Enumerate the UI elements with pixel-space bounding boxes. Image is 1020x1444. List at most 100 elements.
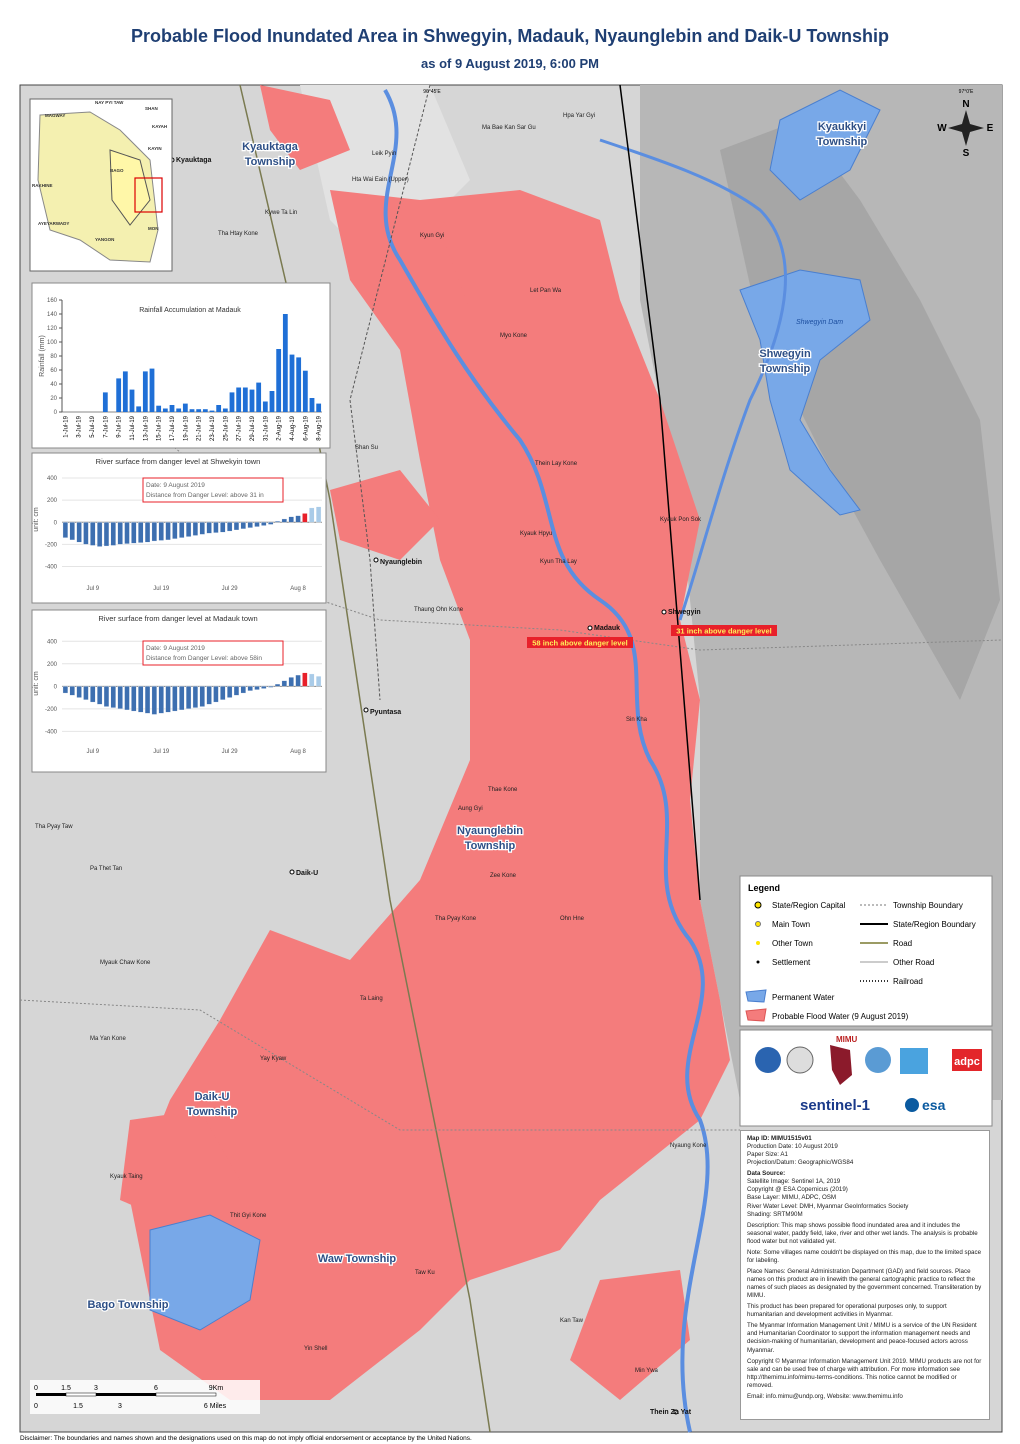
bar [261, 686, 267, 689]
bar [182, 403, 188, 412]
township-boundary [19, 999, 740, 1131]
bar [144, 522, 151, 543]
bar [76, 686, 82, 698]
compass: N W E S [937, 99, 993, 159]
x-tick-label: Jul 19 [153, 586, 170, 592]
x-tick-label: 27-Jul-19 [237, 415, 243, 441]
info-line: Base Layer: MIMU, ADPC, OSM [747, 1194, 837, 1202]
legend-symbol [754, 901, 762, 909]
town-label: Madauk [594, 625, 620, 632]
bar [269, 391, 275, 412]
place-label: Myo Kone [500, 333, 528, 339]
coordinate: 96°45'E [423, 89, 441, 95]
legend-symbol [755, 921, 761, 927]
railroad [349, 84, 431, 701]
bar [189, 409, 195, 412]
bar [103, 686, 110, 707]
y-tick-label: -400 [45, 729, 58, 735]
place-label: Yay Kyaw [260, 1056, 287, 1062]
bar [240, 686, 246, 694]
bar [158, 686, 164, 714]
x-tick-label: 31-Jul-19 [263, 415, 269, 441]
place-label: Kan Taw [560, 1318, 584, 1324]
y-axis-label: unit: cm [33, 671, 40, 696]
town-symbol [673, 1409, 679, 1415]
place-label: Let Pan Wa [530, 288, 562, 294]
bar [249, 389, 255, 412]
inset-label: SHAN [145, 106, 158, 111]
bar [220, 522, 226, 533]
bar [274, 683, 281, 687]
scale-label: 1.5 [61, 1385, 71, 1392]
bar [309, 398, 315, 412]
info-line: Data Source: [747, 1170, 786, 1178]
y-tick-label: 20 [50, 396, 57, 402]
bar [240, 522, 246, 530]
info-line: Production Date: 10 August 2019 [747, 1143, 838, 1151]
inset-label: RAKHINE [32, 183, 53, 188]
legend-title: Legend [748, 883, 780, 893]
chart-frame [31, 452, 327, 604]
annotation-box [142, 477, 284, 503]
bar [144, 686, 151, 714]
bar [142, 371, 148, 412]
bar [209, 410, 215, 412]
town-symbol [373, 557, 379, 563]
place-label: Tha Pyay Kone [435, 916, 477, 922]
compass-s: S [963, 148, 970, 159]
annotation: Date: 9 August 2019 [146, 645, 205, 652]
scale-label: 9Km [209, 1385, 224, 1392]
scale-label: 6 [154, 1385, 158, 1392]
logo [952, 1049, 982, 1071]
annotation: 31 inch above danger level [676, 627, 771, 636]
legend-item: Road [893, 939, 912, 948]
logo [865, 1047, 891, 1073]
bar [295, 674, 301, 687]
bar [213, 686, 219, 703]
town-label: Daik-U [296, 870, 318, 877]
bar [202, 409, 208, 412]
chart-title: Rainfall Accumulation at Madauk [139, 307, 241, 314]
x-tick-label: 6-Aug-19 [303, 415, 309, 440]
info-paragraph: Email: info.mimu@undp.org, Website: www.… [747, 1392, 903, 1400]
bar [206, 522, 212, 534]
bar [69, 522, 75, 541]
info-paragraph: Copyright © Myanmar Information Manageme… [747, 1357, 982, 1389]
bar [162, 408, 168, 412]
charts: Rainfall Accumulation at Madauk Rainfall … [33, 298, 323, 755]
info-line: Projection/Datum: Geographic/WGS84 [747, 1159, 854, 1167]
legend-item: Permanent Water [772, 993, 835, 1002]
bar [110, 686, 116, 708]
coordinate: 97°0'E [959, 89, 974, 95]
place-label: Kywe Ta Lin [265, 210, 297, 216]
place-label: Ma Bae Kan Sar Gu [482, 125, 536, 131]
place-label: Thae Kone [488, 787, 518, 793]
info-paragraph: Place Names: General Administration Depa… [747, 1267, 982, 1300]
info-paragraph: This product has been prepared for opera… [747, 1303, 947, 1319]
place-label: Shan Su [355, 445, 378, 451]
bar [302, 370, 308, 412]
y-tick-label: 200 [47, 662, 58, 668]
y-tick-label: 100 [47, 340, 58, 346]
scale-label: 0 [34, 1403, 38, 1410]
bar [315, 676, 322, 687]
info-paragraph: Description: This map shows possible flo… [747, 1221, 978, 1245]
scale-label: 0 [34, 1385, 38, 1392]
scale-label: 1.5 [73, 1403, 83, 1410]
bar [288, 516, 294, 523]
x-tick-label: 9-Jul-19 [117, 415, 123, 437]
x-tick-label: 29-Jul-19 [250, 415, 256, 441]
bar [131, 686, 137, 712]
place-label: Sin Kha [626, 717, 648, 723]
settlements: Hpa Yar Gyi Ma Bae Kan Sar Gu Leik Pyin … [35, 113, 707, 1374]
chart-title: River surface from danger level at Madau… [98, 614, 257, 623]
y-tick-label: 400 [47, 639, 58, 645]
bar [151, 522, 157, 542]
logo-text: adpc [954, 1056, 980, 1068]
compass-n: N [962, 99, 969, 110]
place-label: Min Ywa [635, 1368, 659, 1374]
bar [213, 522, 219, 533]
subtitle: as of 9 August 2019, 6:00 PM [421, 56, 599, 71]
bar [242, 387, 248, 412]
bar [216, 405, 222, 412]
